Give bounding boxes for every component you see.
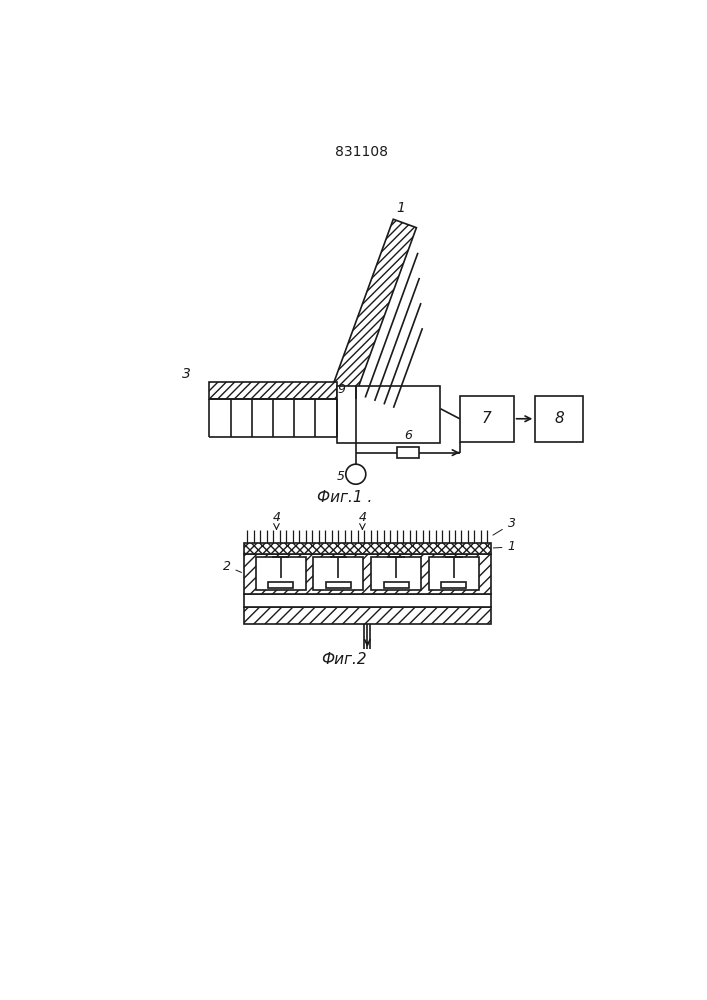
- Bar: [397, 447, 419, 458]
- Text: 5: 5: [337, 470, 344, 483]
- Text: 7: 7: [481, 411, 491, 426]
- Text: 4: 4: [358, 511, 366, 524]
- Text: 4: 4: [272, 511, 281, 524]
- Text: Фиг.2: Фиг.2: [322, 652, 367, 666]
- Text: 9: 9: [337, 383, 345, 396]
- Bar: [313, 557, 363, 590]
- Bar: [256, 557, 305, 590]
- Bar: [326, 582, 351, 588]
- Text: 3: 3: [182, 367, 191, 381]
- Text: 3: 3: [493, 517, 515, 535]
- Bar: [244, 607, 491, 624]
- Text: Фиг.1 .: Фиг.1 .: [317, 490, 372, 505]
- Polygon shape: [209, 382, 337, 399]
- Bar: [244, 594, 491, 607]
- Bar: [268, 582, 293, 588]
- Text: 831108: 831108: [335, 145, 388, 159]
- Bar: [337, 386, 440, 443]
- Polygon shape: [333, 219, 416, 394]
- Bar: [535, 396, 583, 442]
- Bar: [441, 582, 467, 588]
- Bar: [460, 396, 514, 442]
- Bar: [429, 557, 479, 590]
- Text: 1: 1: [397, 201, 405, 215]
- Bar: [384, 582, 409, 588]
- Text: 6: 6: [404, 429, 411, 442]
- Bar: [244, 543, 491, 554]
- Text: 8: 8: [554, 411, 564, 426]
- Bar: [244, 554, 491, 594]
- Bar: [371, 557, 421, 590]
- Text: 1: 1: [493, 540, 515, 553]
- Text: 2: 2: [223, 560, 242, 573]
- Circle shape: [346, 464, 366, 484]
